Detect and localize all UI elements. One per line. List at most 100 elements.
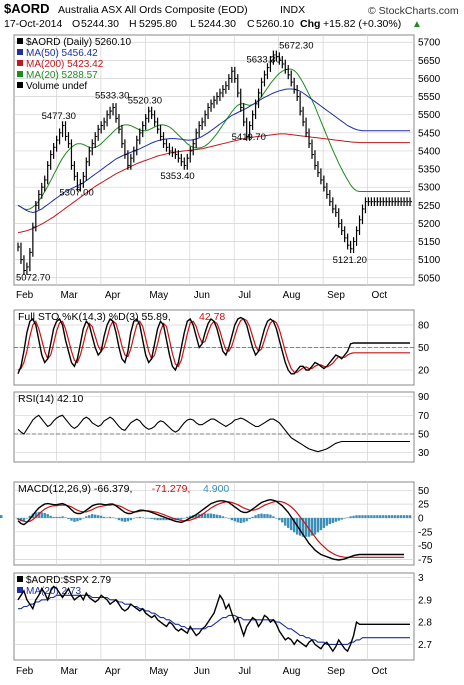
price-panel-tick-label: 5350 — [418, 165, 441, 176]
price-annotation: 5419.70 — [232, 132, 266, 143]
ratio-panel-frame — [13, 572, 415, 661]
macd-histogram-bar — [281, 517, 284, 523]
price-panel-legend-swatch — [17, 38, 23, 44]
macd-histogram-bar — [388, 515, 391, 518]
macd-histogram-bar — [186, 516, 189, 518]
macd-histogram-bar — [58, 516, 61, 518]
macd-panel-legend-1: -71.279, — [152, 483, 191, 495]
price-panel-legend-swatch — [17, 49, 23, 55]
macd-histogram-bar — [25, 517, 29, 519]
ratio-panel-legend-0: $AORD:$SPX 2.79 — [26, 575, 111, 586]
ratio-ma20-line — [18, 594, 410, 645]
macd-histogram-bar — [212, 514, 216, 518]
bottom-month-label-mar: Mar — [60, 666, 78, 677]
month-label-apr: Apr — [105, 290, 121, 301]
price-panel-legend-swatch — [17, 82, 23, 88]
macd-histogram-bar — [129, 517, 133, 521]
bottom-month-label-sep: Sep — [327, 666, 345, 677]
macd-histogram-bar — [165, 517, 168, 521]
price-panel-legend-4: Volume undef — [26, 81, 87, 92]
chart-header: $AORD Australia ASX All Ords Composite (… — [4, 1, 459, 30]
macd-histogram-bar — [102, 516, 106, 518]
stoch-k-line — [17, 316, 410, 375]
macd-histogram-bar — [43, 512, 46, 518]
macd-histogram-bar — [150, 517, 153, 520]
close-value: 5260.10 — [256, 18, 294, 30]
macd-histogram-bar — [310, 517, 314, 536]
macd-histogram-bar — [162, 517, 165, 521]
macd-histogram-bar — [61, 516, 64, 518]
macd-panel-frame — [13, 481, 415, 566]
macd-histogram-bar — [393, 515, 397, 518]
macd-histogram-bar — [292, 517, 296, 533]
open-label: O — [72, 18, 80, 30]
change-value: +15.82 (+0.30%) — [323, 18, 401, 30]
macd-histogram-bar — [307, 517, 311, 537]
macd-histogram-bar — [132, 517, 136, 519]
macd-histogram-bar — [67, 517, 70, 520]
macd-histogram-bar — [346, 517, 349, 518]
stoch-panel-tick-label: 20 — [418, 366, 430, 377]
macd-histogram-bar — [233, 517, 236, 522]
macd-histogram-bar — [88, 515, 91, 518]
quote-date: 17-Oct-2014 — [4, 18, 63, 30]
macd-histogram-bar — [55, 516, 58, 518]
macd-histogram-bar — [73, 517, 76, 522]
macd-histogram-bar — [64, 517, 67, 518]
rsi-panel-tick-label: 50 — [418, 430, 430, 441]
macd-histogram-bar — [76, 517, 79, 522]
price-panel-tick-label: 5300 — [418, 183, 441, 194]
price-panel-legend-swatch — [17, 60, 23, 66]
macd-histogram-bar — [284, 517, 287, 526]
macd-histogram-bar — [79, 517, 82, 521]
macd-histogram-bar — [91, 514, 94, 518]
rsi-line — [17, 414, 410, 453]
ratio-panel-tick-label: 2.9 — [418, 595, 432, 606]
bottom-month-label-jul: Jul — [238, 666, 251, 677]
price-annotation: 5477.30 — [42, 111, 76, 122]
month-label-jun: Jun — [194, 290, 210, 301]
macd-histogram-bar — [194, 514, 198, 518]
macd-histogram-bar — [245, 517, 248, 522]
macd-histogram-bar — [138, 516, 141, 518]
macd-histogram-bar — [0, 515, 3, 518]
macd-histogram-bar — [236, 517, 239, 523]
ratio-panel-tick-label: 3 — [418, 573, 424, 584]
macd-histogram-bar — [251, 516, 254, 518]
macd-histogram-bar — [248, 517, 251, 520]
price-panel-legend-2: MA(200) 5423.42 — [26, 59, 104, 70]
macd-histogram-bar — [396, 515, 400, 518]
price-panel-tick-label: 5150 — [418, 237, 441, 248]
ma200-line — [17, 133, 410, 233]
index-name: Australia ASX All Ords Composite (EOD) — [58, 4, 248, 16]
macd-histogram-bar — [254, 515, 257, 518]
high-value: 5295.80 — [139, 18, 177, 30]
macd-histogram-bar — [218, 515, 222, 518]
macd-histogram-bar — [364, 515, 367, 518]
macd-panel-tick-label: 25 — [418, 500, 430, 511]
macd-histogram-bar — [242, 517, 245, 523]
price-panel-tick-label: 5050 — [418, 273, 441, 284]
macd-histogram-bar — [266, 514, 269, 518]
macd-histogram-bar — [376, 515, 379, 518]
macd-panel-tick-label: 0 — [418, 513, 424, 524]
macd-histogram-bar — [405, 515, 409, 518]
bottom-month-label-oct: Oct — [372, 666, 388, 677]
ratio-panel-tick-label: 2.8 — [418, 618, 432, 629]
macd-histogram-bar — [402, 515, 406, 518]
macd-histogram-bar — [343, 517, 346, 519]
bottom-month-label-may: May — [149, 666, 168, 677]
macd-histogram-bar — [46, 514, 49, 518]
macd-histogram-bar — [141, 517, 144, 518]
macd-histogram-bar — [361, 515, 364, 518]
macd-histogram-bar — [390, 515, 394, 518]
price-panel-legend-1: MA(50) 5456.42 — [26, 48, 98, 59]
macd-histogram-bar — [358, 515, 361, 518]
macd-histogram-bar — [408, 515, 412, 518]
macd-histogram-bar — [313, 517, 317, 535]
macd-histogram-bar — [331, 517, 334, 523]
ratio-panel-legend-1: MA(20) 2.73 — [26, 586, 81, 597]
macd-histogram-bar — [144, 517, 147, 519]
bottom-month-label-apr: Apr — [105, 666, 121, 677]
